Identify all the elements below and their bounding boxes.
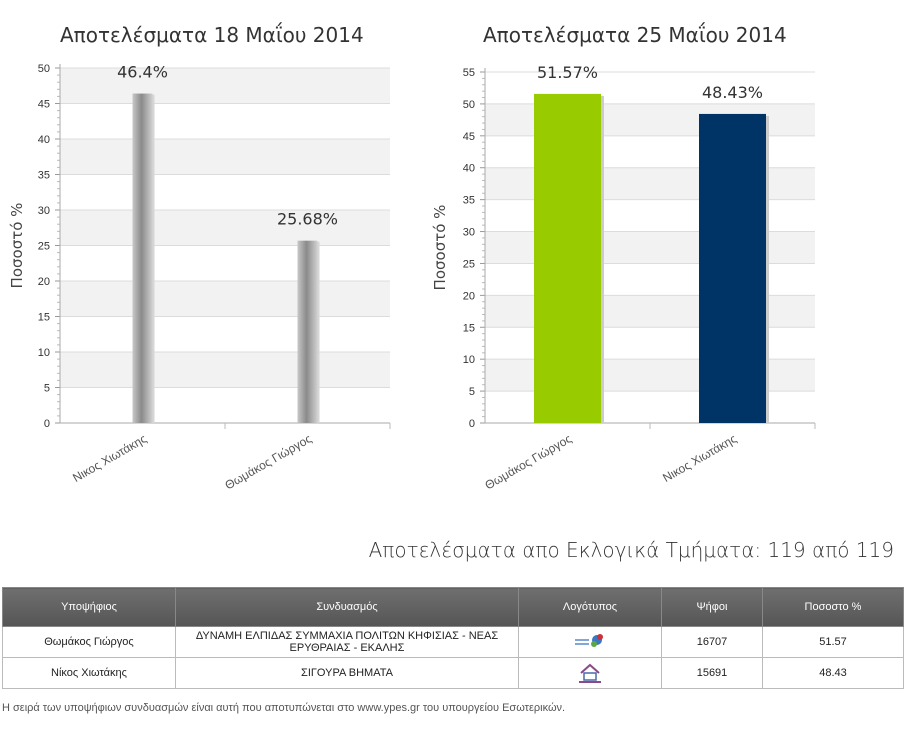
results-table: Υποψήφιος Συνδυασμός Λογότυπος Ψήφοι Ποσ…: [2, 587, 904, 689]
header-party: Συνδυασμός: [175, 587, 519, 627]
y-tick-label: 30: [463, 227, 475, 239]
y-tick-label: 50: [463, 99, 475, 111]
y-tick-label: 0: [469, 418, 475, 430]
y-tick-label: 10: [38, 347, 50, 359]
header-percent: Ποσοστο %: [762, 587, 904, 627]
percent: 48.43: [762, 657, 904, 689]
percent: 51.57: [762, 626, 904, 658]
data-label: 48.43%: [702, 83, 763, 102]
x-tick-label: Θωμάκος Γιώργος: [222, 431, 314, 492]
table-header-row: Υποψήφιος Συνδυασμός Λογότυπος Ψήφοι Ποσ…: [2, 587, 904, 627]
candidate-name: Νίκος Χιωτάκης: [2, 657, 176, 689]
logo-cell: [518, 657, 662, 689]
votes: 16707: [661, 626, 763, 658]
y-tick-label: 30: [38, 205, 50, 217]
y-tick-label: 55: [463, 67, 475, 79]
grid-band: [60, 352, 390, 388]
chart-may-18: Αποτελέσματα 18 Μαΐου 2014 0 5 10 15 20 25 30 35…: [0, 0, 400, 510]
header-votes: Ψήφοι: [661, 587, 763, 627]
chart-title: Αποτελέσματα 18 Μαΐου 2014: [60, 23, 364, 47]
party-name: ΔΥΝΑΜΗ ΕΛΠΙΔΑΣ ΣΥΜΜΑΧΙΑ ΠΟΛΙΤΩΝ ΚΗΦΙΣΙΑΣ…: [175, 626, 519, 658]
header-logo: Λογότυπος: [518, 587, 662, 627]
y-tick-label: 0: [44, 418, 50, 430]
bar: [132, 93, 153, 423]
chart-may-18-svg: Αποτελέσματα 18 Μαΐου 2014 0 5 10 15 20 25 30 35…: [8, 23, 391, 492]
y-tick-label: 5: [44, 383, 50, 395]
table-row: Νίκος Χιωτάκης ΣΙΓΟΥΡΑ ΒΗΜΑΤΑ 15691 48.4…: [2, 657, 904, 689]
logo-cell: [518, 626, 662, 658]
y-tick-label: 20: [463, 290, 475, 302]
y-axis-label: Ποσοστό %: [431, 205, 449, 291]
footnote: Η σειρά των υποψήφιων συνδυασμών είναι α…: [2, 702, 566, 714]
y-tick-label: 25: [38, 241, 50, 253]
chart-may-25-svg: Αποτελέσματα 25 Μαΐου 2014 0 5 10 15 20 25 30 35…: [431, 23, 816, 492]
candidate-name: Θωμάκος Γιώργος: [2, 626, 176, 658]
y-tick-label: 10: [463, 354, 475, 366]
bar: [699, 113, 766, 424]
data-label: 25.68%: [277, 210, 338, 229]
chart-may-25: Αποτελέσματα 25 Μαΐου 2014 0 5 10 15 20 25 30 35…: [425, 0, 825, 510]
summary-title: Αποτελέσματα απο Εκλογικά Τμήματα: 119 α…: [368, 538, 894, 562]
data-label: 46.4%: [117, 63, 168, 82]
grid-band: [60, 210, 390, 246]
y-tick-label: 45: [38, 99, 50, 111]
bar: [534, 93, 601, 423]
y-tick-label: 35: [38, 170, 50, 182]
header-candidate: Υποψήφιος: [2, 587, 176, 627]
y-tick-label: 15: [38, 312, 50, 324]
chart-title: Αποτελέσματα 25 Μαΐου 2014: [483, 23, 787, 47]
party-name: ΣΙΓΟΥΡΑ ΒΗΜΑΤΑ: [175, 657, 519, 689]
y-tick-label: 50: [38, 63, 50, 75]
grid-band: [60, 281, 390, 317]
x-tick-label: Νικος Χιωτάκης: [70, 431, 149, 485]
grid-band: [60, 139, 390, 175]
y-tick-label: 20: [38, 276, 50, 288]
party-logo-icon: [573, 630, 607, 654]
y-tick-label: 15: [463, 322, 475, 334]
table-row: Θωμάκος Γιώργος ΔΥΝΑΜΗ ΕΛΠΙΔΑΣ ΣΥΜΜΑΧΙΑ …: [2, 626, 904, 658]
bar: [297, 240, 318, 423]
votes: 15691: [661, 657, 763, 689]
y-tick-label: 40: [38, 134, 50, 146]
data-label: 51.57%: [537, 63, 598, 82]
party-logo-icon: [573, 661, 607, 685]
x-tick-label: Νικος Χιωτάκης: [660, 431, 739, 485]
y-tick-label: 5: [469, 386, 475, 398]
y-tick-label: 25: [463, 258, 475, 270]
y-tick-label: 45: [463, 131, 475, 143]
grid-band: [60, 68, 390, 104]
y-tick-label: 40: [463, 163, 475, 175]
x-tick-label: Θωμάκος Γιώργος: [482, 431, 574, 492]
y-tick-label: 35: [463, 195, 475, 207]
y-axis-label: Ποσοστό %: [8, 203, 26, 289]
